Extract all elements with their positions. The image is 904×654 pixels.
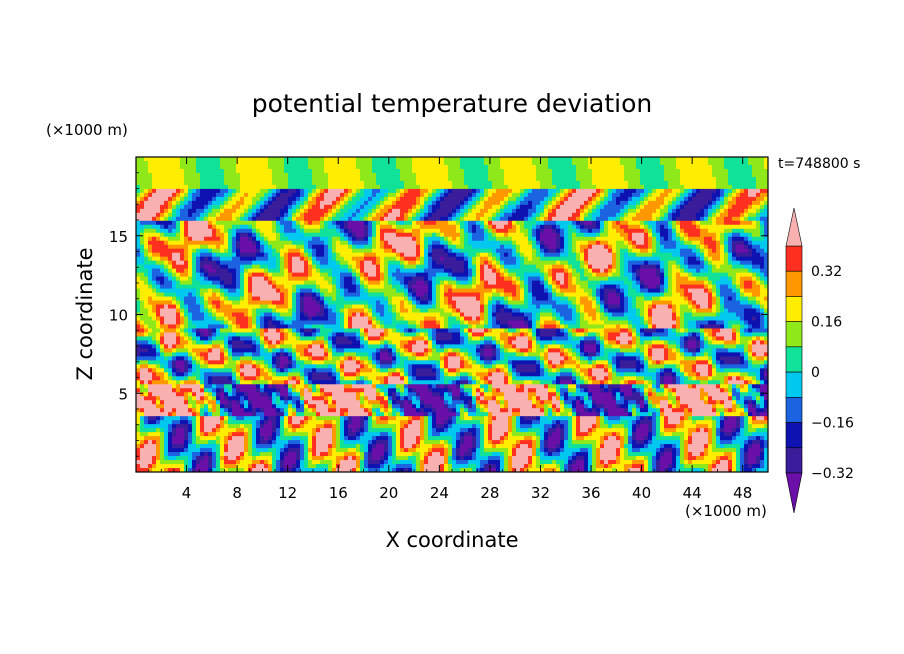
x-tick-label: 8 (232, 484, 242, 502)
x-tick-label: 4 (182, 484, 192, 502)
contour-field (136, 157, 768, 472)
colorbar-band (785, 321, 803, 348)
colorbar-tick-label: −0.32 (811, 466, 854, 482)
colorbar-band (785, 346, 803, 373)
colorbar-band (785, 447, 803, 474)
x-tick-label: 40 (632, 484, 651, 502)
colorbar-tick-label: 0 (811, 365, 820, 381)
x-axis-label: X coordinate (385, 528, 518, 552)
colorbar-tick-label: −0.16 (811, 416, 854, 432)
colorbar-band (785, 296, 803, 322)
x-tick-label: 20 (379, 484, 398, 502)
colorbar-extend-min (785, 472, 803, 514)
colorbar-tick-label: 0.16 (811, 315, 842, 331)
colorbar: 0.32 0.16 0 −0.16 −0.32 (785, 207, 854, 514)
x-tick-label: 24 (430, 484, 449, 502)
colorbar-band (785, 270, 803, 297)
colorbar-tick-label: 0.32 (811, 264, 842, 280)
y-tick-label: 10 (109, 307, 128, 325)
colorbar-band (785, 371, 803, 398)
y-tick-label: 5 (118, 385, 128, 403)
y-axis-ticks: 5 10 15 (109, 172, 768, 457)
chart-title: potential temperature deviation (252, 89, 652, 118)
y-tick-label: 15 (109, 228, 128, 246)
x-tick-label: 16 (329, 484, 348, 502)
y-axis-unit: (×1000 m) (46, 121, 128, 139)
x-tick-label: 32 (531, 484, 550, 502)
x-axis-ticks: 4 8 12 16 20 24 28 32 36 40 44 48 (148, 157, 756, 502)
x-tick-label: 36 (581, 484, 600, 502)
colorbar-extend-max (785, 207, 803, 247)
colorbar-band (785, 397, 803, 423)
x-axis-unit: (×1000 m) (685, 502, 767, 520)
time-label: t=748800 s (778, 156, 860, 172)
x-tick-label: 12 (278, 484, 297, 502)
y-axis-label: Z coordinate (73, 247, 97, 380)
x-tick-label: 28 (480, 484, 499, 502)
x-tick-label: 44 (683, 484, 702, 502)
colorbar-band (785, 245, 803, 272)
colorbar-band (785, 422, 803, 449)
x-tick-label: 48 (733, 484, 752, 502)
